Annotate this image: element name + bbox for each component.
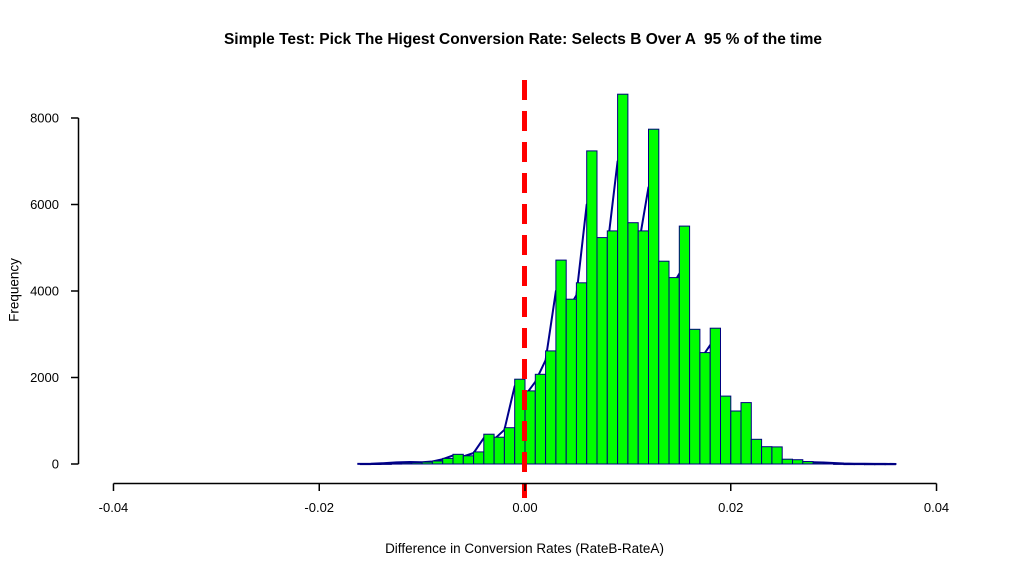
histogram-bar	[720, 395, 732, 465]
histogram-bar	[493, 436, 505, 465]
histogram-bar	[884, 463, 896, 466]
histogram-bar	[462, 455, 475, 465]
histogram-bar	[802, 461, 814, 465]
histogram-bar	[843, 463, 855, 466]
y-tick-label: 6000	[30, 197, 59, 212]
x-tick-label: 0.00	[512, 500, 537, 515]
histogram-bar	[792, 459, 804, 465]
histogram-bar	[771, 446, 783, 465]
histogram-bar	[370, 463, 382, 466]
histogram-bar	[575, 282, 588, 465]
histogram-bar	[699, 352, 711, 465]
x-tick-label: -0.04	[99, 500, 129, 515]
histogram-bar	[617, 93, 629, 465]
histogram-bar	[740, 402, 752, 465]
histogram-bar	[421, 461, 433, 465]
histogram-bar	[822, 462, 835, 465]
x-tick-label: 0.04	[924, 500, 949, 515]
histogram-bar	[555, 259, 567, 465]
histogram-bar	[658, 260, 670, 465]
histogram-bar	[689, 328, 701, 465]
histogram-bar	[678, 225, 691, 465]
histogram-bar	[534, 373, 547, 465]
histogram-bar	[380, 463, 392, 465]
x-tick-label: -0.02	[304, 500, 334, 515]
histogram-bar	[761, 446, 773, 465]
histogram-bar	[452, 453, 464, 465]
histogram-bar	[853, 463, 866, 466]
histogram-bar	[503, 427, 516, 465]
histogram-bar	[483, 433, 495, 465]
x-tick-label: 0.02	[718, 500, 743, 515]
histogram-bar	[833, 463, 845, 465]
histogram-bar	[874, 463, 886, 466]
chart-title: Simple Test: Pick The Higest Conversion …	[223, 31, 823, 48]
histogram-bar	[473, 451, 485, 465]
histogram-bar	[750, 438, 763, 465]
histogram-bar	[596, 237, 608, 465]
histogram-bar	[781, 458, 794, 465]
y-tick-label: 2000	[30, 370, 59, 385]
histogram-bar	[442, 457, 454, 465]
histogram-bar	[864, 463, 876, 466]
histogram-bar	[668, 277, 680, 465]
y-tick-label: 0	[52, 457, 59, 472]
histogram-bar	[390, 462, 403, 465]
histogram-bar	[545, 350, 557, 465]
histogram-bar	[637, 230, 650, 465]
y-tick-label: 4000	[30, 284, 59, 299]
y-tick-label: 8000	[30, 111, 59, 126]
histogram-bar	[431, 460, 444, 465]
histogram-bar	[565, 298, 578, 465]
histogram-bar	[359, 463, 372, 466]
histogram-bar	[411, 462, 423, 465]
histogram-bar	[401, 462, 413, 465]
histogram-bar	[627, 222, 639, 465]
histogram-bar	[586, 150, 598, 465]
x-axis-label: Difference in Conversion Rates (RateB-Ra…	[385, 541, 664, 556]
histogram-bar	[730, 410, 742, 465]
histogram-bar	[648, 128, 660, 465]
histogram-bar	[709, 327, 722, 465]
histogram-bar	[812, 462, 824, 465]
histogram-bar	[606, 230, 619, 465]
